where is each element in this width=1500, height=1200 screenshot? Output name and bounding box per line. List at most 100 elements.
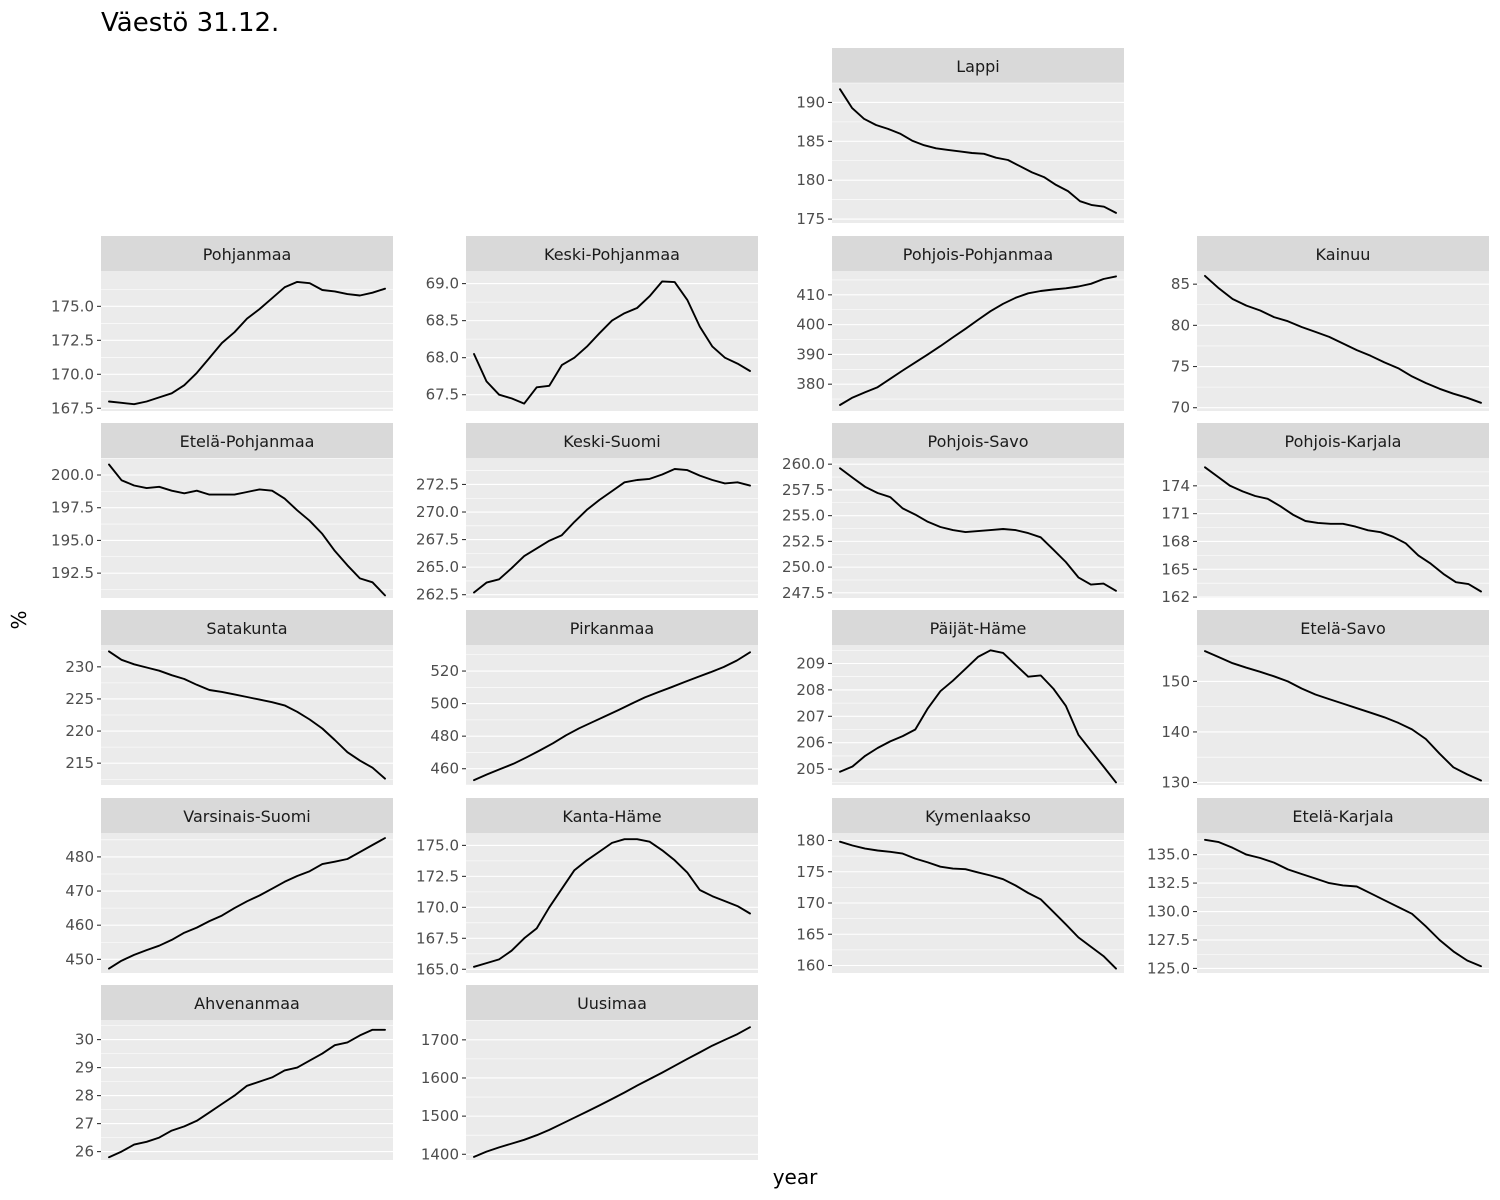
strip-label-ahvenanmaa: Ahvenanmaa bbox=[194, 994, 300, 1013]
series-line-pohjois-pohjanmaa bbox=[839, 275, 1117, 406]
series-line-varsinais-suomi bbox=[108, 837, 386, 970]
plot-area-pohjanmaa bbox=[101, 271, 393, 411]
y-tick-label: 460 bbox=[430, 760, 459, 778]
panel-keski-suomi: Keski-Suomi 262.5 265.0 267.5 270.0 272.5 bbox=[416, 423, 758, 604]
series-line-kymenlaakso bbox=[839, 840, 1117, 970]
series-line-pohjois-savo bbox=[839, 467, 1117, 592]
y-tick-label: 480 bbox=[430, 727, 459, 745]
panel-kainuu: Kainuu 70 75 80 85 bbox=[1171, 236, 1489, 417]
y-tick-label: 130.0 bbox=[1147, 903, 1190, 921]
panel-pohjois-karjala: Pohjois-Karjala 162 165 168 171 174 bbox=[1161, 423, 1489, 606]
strip-ahvenanmaa bbox=[101, 985, 393, 1020]
strip-pohjois-savo bbox=[832, 423, 1124, 458]
y-tick-label: 520 bbox=[430, 662, 459, 680]
y-tick-label: 260.0 bbox=[782, 455, 825, 473]
y-tick-label: 29 bbox=[75, 1059, 94, 1077]
y-tick-label: 170.0 bbox=[416, 898, 459, 916]
strip-keski-suomi bbox=[466, 423, 758, 458]
y-tick-label: 165 bbox=[1161, 560, 1190, 578]
y-tick-label: 197.5 bbox=[51, 499, 94, 517]
y-tick-label: 68.0 bbox=[426, 349, 459, 367]
strip-label-pohjois-savo: Pohjois-Savo bbox=[927, 432, 1028, 451]
y-tick-label: 262.5 bbox=[416, 586, 459, 604]
y-tick-label: 250.0 bbox=[782, 558, 825, 576]
plot-area-keski-pohjanmaa bbox=[466, 271, 758, 411]
y-tick-label: 1600 bbox=[421, 1069, 459, 1087]
y-tick-label: 80 bbox=[1171, 316, 1190, 334]
y-tick-label: 208 bbox=[796, 681, 825, 699]
y-tick-label: 27 bbox=[75, 1115, 94, 1133]
y-tick-label: 175.0 bbox=[51, 297, 94, 315]
y-tick-label: 67.5 bbox=[426, 386, 459, 404]
strip-etela-pohjanmaa bbox=[101, 423, 393, 458]
y-tick-label: 135.0 bbox=[1147, 846, 1190, 864]
strip-label-keski-pohjanmaa: Keski-Pohjanmaa bbox=[544, 245, 680, 264]
y-tick-label: 172.5 bbox=[416, 867, 459, 885]
plot-area-varsinais-suomi bbox=[101, 833, 393, 973]
chart-title: Väestö 31.12. bbox=[101, 8, 279, 38]
series-line-paijat-hame bbox=[839, 649, 1117, 784]
strip-etela-savo bbox=[1197, 610, 1489, 645]
strip-label-pohjois-pohjanmaa: Pohjois-Pohjanmaa bbox=[903, 245, 1053, 264]
y-tick-label: 28 bbox=[75, 1087, 94, 1105]
y-tick-label: 1400 bbox=[421, 1145, 459, 1163]
y-tick-label: 209 bbox=[796, 654, 825, 672]
panel-paijat-hame: Päijät-Häme 205 206 207 208 209 bbox=[796, 610, 1124, 785]
panel-etela-pohjanmaa: Etelä-Pohjanmaa 192.5 195.0 197.5 200.0 bbox=[51, 423, 393, 598]
panel-kanta-hame: Kanta-Häme 165.0 167.5 170.0 172.5 175.0 bbox=[416, 798, 758, 978]
strip-kanta-hame bbox=[466, 798, 758, 833]
strip-etela-karjala bbox=[1197, 798, 1489, 833]
plot-area-etela-pohjanmaa bbox=[101, 458, 393, 598]
y-tick-label: 257.5 bbox=[782, 481, 825, 499]
strip-keski-pohjanmaa bbox=[466, 236, 758, 271]
series-line-etela-savo bbox=[1204, 650, 1482, 782]
plot-area-pohjois-savo bbox=[832, 458, 1124, 598]
strip-pohjois-pohjanmaa bbox=[832, 236, 1124, 271]
strip-label-kanta-hame: Kanta-Häme bbox=[562, 807, 661, 826]
y-tick-label: 480 bbox=[65, 848, 94, 866]
y-tick-label: 26 bbox=[75, 1143, 94, 1161]
y-tick-label: 1700 bbox=[421, 1031, 459, 1049]
y-tick-label: 255.0 bbox=[782, 507, 825, 525]
plot-area-paijat-hame bbox=[832, 645, 1124, 785]
y-tick-label: 70 bbox=[1171, 399, 1190, 417]
strip-label-etela-karjala: Etelä-Karjala bbox=[1292, 807, 1393, 826]
y-tick-label: 220 bbox=[65, 722, 94, 740]
plot-area-keski-suomi bbox=[466, 458, 758, 598]
strip-pirkanmaa bbox=[466, 610, 758, 645]
plot-area-pirkanmaa bbox=[466, 645, 758, 785]
series-line-kanta-hame bbox=[473, 838, 751, 968]
strip-lappi bbox=[832, 48, 1124, 83]
panels-container: Lappi 175 180 185 190 Pohjanmaa 167.5 170.0 172.… bbox=[51, 48, 1489, 1163]
y-tick-label: 150 bbox=[1161, 672, 1190, 690]
panel-pohjois-savo: Pohjois-Savo 247.5 250.0 252.5 255.0 257.5 260… bbox=[782, 423, 1124, 602]
series-line-keski-pohjanmaa bbox=[473, 280, 751, 405]
series-line-pirkanmaa bbox=[473, 651, 751, 782]
plot-area-uusimaa bbox=[466, 1020, 758, 1160]
series-line-kainuu bbox=[1204, 274, 1482, 404]
y-tick-label: 175.0 bbox=[416, 836, 459, 854]
y-tick-label: 174 bbox=[1161, 477, 1190, 495]
panel-uusimaa: Uusimaa 1400 1500 1600 1700 bbox=[421, 985, 758, 1163]
y-tick-label: 167.5 bbox=[51, 399, 94, 417]
strip-label-satakunta: Satakunta bbox=[206, 619, 287, 638]
panel-lappi: Lappi 175 180 185 190 bbox=[796, 48, 1124, 228]
panel-varsinais-suomi: Varsinais-Suomi 450 460 470 480 bbox=[65, 798, 393, 973]
panel-keski-pohjanmaa: Keski-Pohjanmaa 67.5 68.0 68.5 69.0 bbox=[426, 236, 758, 411]
strip-label-varsinais-suomi: Varsinais-Suomi bbox=[183, 807, 310, 826]
y-tick-label: 195.0 bbox=[51, 531, 94, 549]
y-tick-label: 172.5 bbox=[51, 331, 94, 349]
y-tick-label: 225 bbox=[65, 690, 94, 708]
series-line-lappi bbox=[839, 88, 1117, 214]
strip-varsinais-suomi bbox=[101, 798, 393, 833]
y-tick-label: 215 bbox=[65, 754, 94, 772]
strip-label-kymenlaakso: Kymenlaakso bbox=[925, 807, 1031, 826]
y-axis-title: % bbox=[7, 610, 31, 629]
plot-area-pohjois-pohjanmaa bbox=[832, 271, 1124, 411]
y-tick-label: 470 bbox=[65, 882, 94, 900]
y-tick-label: 165 bbox=[796, 925, 825, 943]
strip-label-uusimaa: Uusimaa bbox=[577, 994, 647, 1013]
strip-pohjois-karjala bbox=[1197, 423, 1489, 458]
y-tick-label: 170.0 bbox=[51, 365, 94, 383]
